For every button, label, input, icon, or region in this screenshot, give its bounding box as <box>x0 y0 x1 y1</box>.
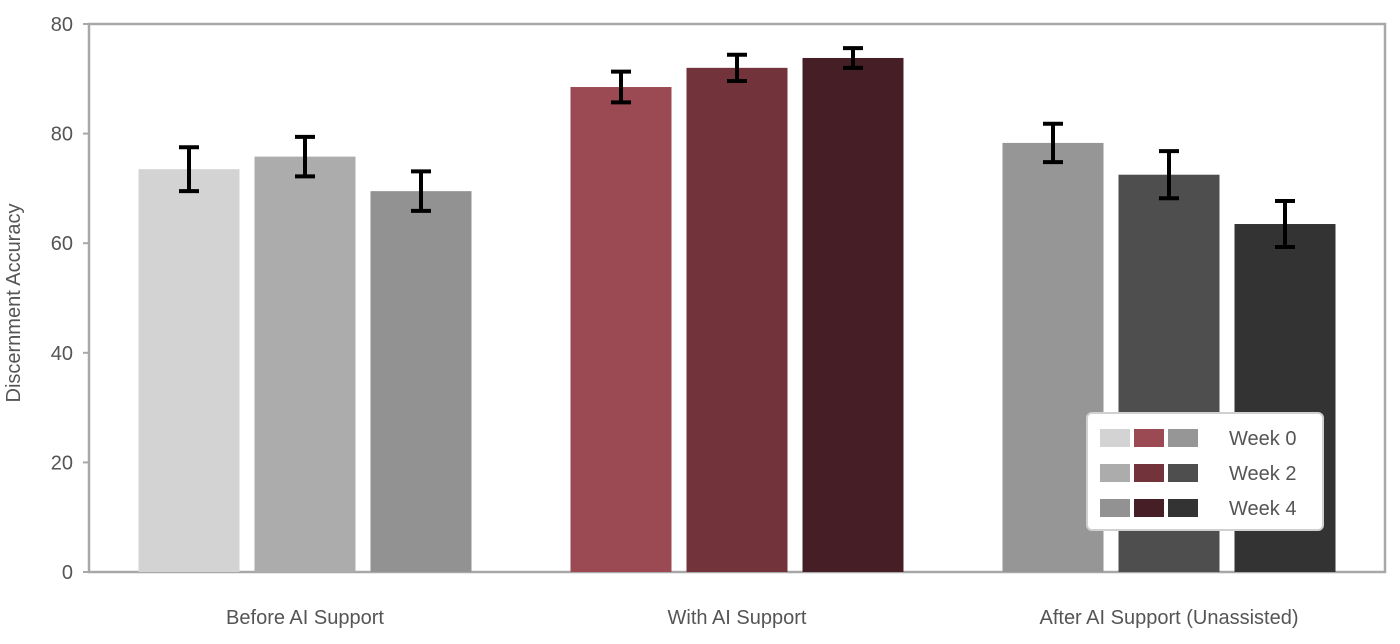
legend-swatch <box>1134 429 1164 447</box>
legend-swatch <box>1134 464 1164 482</box>
bar <box>686 67 788 572</box>
legend-swatch <box>1168 499 1198 517</box>
bar <box>370 191 472 572</box>
y-tick-label: 0 <box>62 562 73 584</box>
bar <box>570 87 672 573</box>
x-category-label: With AI Support <box>668 607 807 629</box>
x-category-label: Before AI Support <box>226 607 384 629</box>
legend-label: Week 2 <box>1229 463 1296 485</box>
y-tick-label: 60 <box>51 233 73 255</box>
legend-swatch <box>1168 429 1198 447</box>
bar <box>802 57 904 572</box>
legend-swatch <box>1100 464 1130 482</box>
y-axis-label: Discernment Accuracy <box>3 204 25 403</box>
x-category-label: After AI Support (Unassisted) <box>1039 607 1298 629</box>
y-tick-label: 40 <box>51 343 73 365</box>
bar <box>254 156 356 572</box>
legend-label: Week 4 <box>1229 498 1296 520</box>
y-tick-label: 20 <box>51 452 73 474</box>
legend-swatch <box>1134 499 1164 517</box>
y-tick-label: 80 <box>51 14 73 36</box>
bar <box>138 169 240 572</box>
legend-swatch <box>1100 499 1130 517</box>
y-tick-label: 80 <box>51 124 73 146</box>
legend-swatch <box>1168 464 1198 482</box>
legend-label: Week 0 <box>1229 428 1296 450</box>
legend-swatch <box>1100 429 1130 447</box>
